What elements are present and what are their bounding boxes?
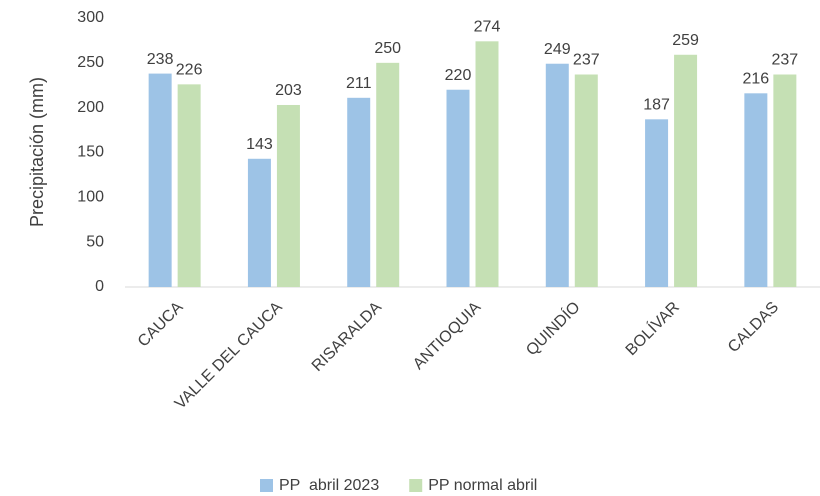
x-tick-label: CAUCA [135,299,187,351]
y-axis-label: Precipitación (mm) [27,77,47,227]
value-label: 238 [147,51,174,68]
y-tick-label: 300 [77,9,104,26]
legend-swatch [409,479,423,492]
value-label: 274 [474,19,501,36]
value-label: 216 [743,71,770,88]
x-tick-label: QUINDÍO [522,297,584,359]
value-label: 249 [544,41,571,58]
legend-swatch [260,479,273,492]
bar [574,74,598,288]
x-tick-label: VALLE DEL CAUCA [172,299,286,413]
value-label: 143 [246,136,273,153]
value-label: 237 [573,52,600,69]
bar [446,89,470,287]
y-tick-label: 150 [77,144,104,161]
bar [475,41,499,288]
legend-label: PP normal abril [428,477,537,494]
x-tick-label: RISARALDA [309,299,385,375]
value-label: 220 [445,67,472,84]
value-label: 211 [346,75,372,92]
bar [744,93,768,287]
value-label: 187 [643,97,670,114]
bar [376,62,400,288]
bar [247,158,271,287]
bar [347,97,371,287]
bar [148,73,172,288]
x-tick-label: BOLÍVAR [621,297,683,359]
x-tick-label: ANTIOQUIA [410,299,484,373]
y-tick-label: 250 [77,54,104,71]
bar [545,63,569,288]
bar [645,119,669,287]
y-tick-label: 0 [95,278,104,295]
bar [674,54,698,287]
bar [177,84,201,287]
value-label: 250 [374,40,401,57]
bar [276,104,300,287]
x-tick-label: CALDAS [725,299,782,356]
value-label: 259 [672,32,699,49]
legend-label: PP abril 2023 [279,477,379,494]
bar [773,74,797,288]
y-tick-label: 50 [86,233,104,250]
value-label: 226 [176,62,203,79]
value-label: 203 [275,82,302,99]
value-label: 237 [772,52,799,69]
y-tick-label: 100 [77,189,104,206]
y-tick-label: 200 [77,99,104,116]
